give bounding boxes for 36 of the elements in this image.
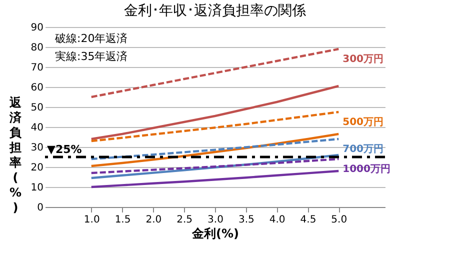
x-tick-label: 1.0 <box>84 214 100 226</box>
y-tick-label: 20 <box>30 162 44 174</box>
y-tick-label: 60 <box>30 82 44 94</box>
y-tick-label: 80 <box>30 42 44 54</box>
y-tick-label: 70 <box>30 62 44 74</box>
x-tick-label: 4.5 <box>300 214 316 226</box>
y-tick-label: 10 <box>30 182 44 194</box>
line-series <box>90 158 340 174</box>
series-label: 1000万円 <box>342 164 390 175</box>
y-axis-title: 返済負担率(%) <box>8 96 22 214</box>
x-tick-label: 3.5 <box>238 214 254 226</box>
annotation: 実線:35年返済 <box>55 50 128 63</box>
y-tick-label: 40 <box>30 122 44 134</box>
x-tick-label: 1.5 <box>114 214 131 226</box>
line-series <box>90 170 340 188</box>
line-series <box>90 132 340 168</box>
series-label: 300万円 <box>342 54 384 65</box>
x-tick-label: 5.0 <box>331 214 348 226</box>
x-tick-label: 4.0 <box>269 214 286 226</box>
line-series <box>90 84 340 140</box>
line-series <box>90 110 340 142</box>
x-axis-title: 金利(%) <box>191 226 239 240</box>
ref-line-label: ▼25% <box>47 143 82 156</box>
line-series <box>90 138 340 160</box>
x-tick-label: 2.5 <box>176 214 193 226</box>
y-tick-label: 30 <box>30 142 44 154</box>
chart-title: 金利･年収･返済負担率の関係 <box>124 3 306 19</box>
series-label: 700万円 <box>342 144 384 155</box>
y-tick-label: 0 <box>37 202 44 214</box>
y-tick-label: 50 <box>30 102 44 114</box>
line-series <box>90 154 340 180</box>
series-label: 500万円 <box>342 117 384 128</box>
y-tick-label: 90 <box>30 22 44 34</box>
x-tick-label: 2.0 <box>146 214 162 226</box>
annotation: 破線:20年返済 <box>54 32 128 45</box>
x-tick-label: 3.0 <box>208 214 224 226</box>
